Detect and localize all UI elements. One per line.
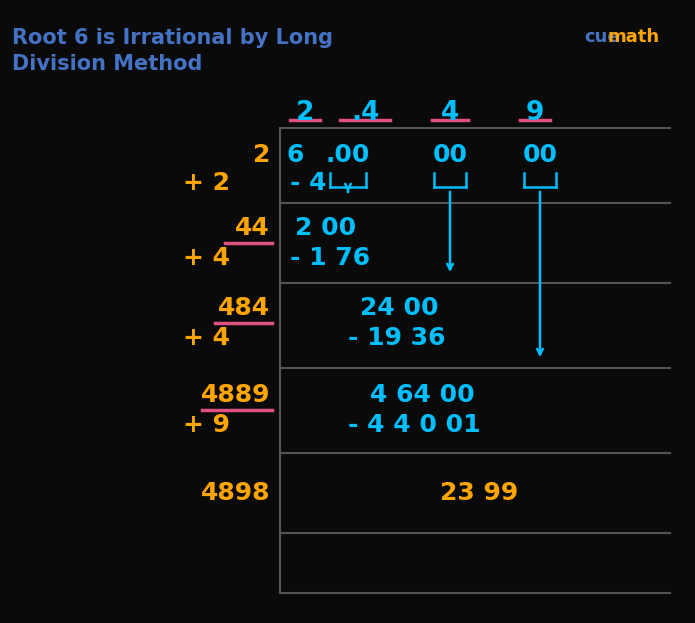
Text: - 4 4 0 01: - 4 4 0 01 [348,413,481,437]
Text: + 9: + 9 [183,413,230,437]
Text: - 4: - 4 [290,171,327,195]
Text: 44: 44 [235,216,270,240]
Text: - 19 36: - 19 36 [348,326,445,350]
Text: 6: 6 [286,143,304,167]
Text: 4 64 00: 4 64 00 [370,383,475,407]
Text: 00: 00 [523,143,557,167]
Text: + 4: + 4 [183,326,230,350]
Text: 24 00: 24 00 [360,296,439,320]
Text: .00: .00 [326,143,370,167]
Text: 23 99: 23 99 [440,481,518,505]
Text: + 2: + 2 [183,171,230,195]
Text: 2: 2 [296,100,314,126]
Text: 484: 484 [218,296,270,320]
Text: 4: 4 [441,100,459,126]
Text: 4889: 4889 [200,383,270,407]
Text: .4: .4 [351,100,379,126]
Text: 2: 2 [252,143,270,167]
Text: math: math [608,28,660,46]
Text: - 1 76: - 1 76 [290,246,370,270]
Text: cue: cue [584,28,620,46]
Text: + 4: + 4 [183,246,230,270]
Text: 2 00: 2 00 [295,216,356,240]
Text: Root 6 is Irrational by Long
Division Method: Root 6 is Irrational by Long Division Me… [12,28,333,74]
Text: 9: 9 [526,100,544,126]
Text: 4898: 4898 [200,481,270,505]
Text: 00: 00 [432,143,468,167]
